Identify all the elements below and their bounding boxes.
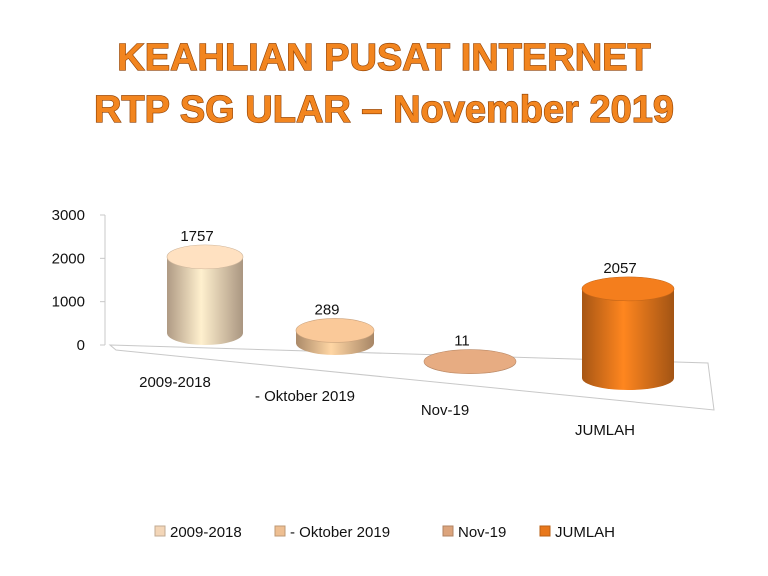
y-tick-label: 0 xyxy=(77,337,85,354)
x-tick-label: JUMLAH xyxy=(574,422,635,439)
cylinder-top xyxy=(581,276,675,302)
data-label: 11 xyxy=(454,333,470,350)
y-tick-label: 2000 xyxy=(52,250,85,267)
chart-title: RTP SG ULAR – November 2019 xyxy=(94,89,674,131)
x-tick-label-box: JUMLAH xyxy=(574,422,635,439)
legend-label: - Oktober 2019 xyxy=(290,524,390,541)
cylinder xyxy=(295,318,375,355)
data-label: 289 xyxy=(314,301,339,318)
legend-label: 2009-2018 xyxy=(170,524,242,541)
legend-swatch xyxy=(274,525,286,537)
cylinder-body xyxy=(582,288,674,390)
legend-label: Nov-19 xyxy=(458,524,506,541)
data-label: 1757 xyxy=(180,228,213,245)
cylinder-top xyxy=(166,244,244,270)
cylinder xyxy=(581,276,675,390)
x-tick-label-box: - Oktober 2019 xyxy=(254,388,356,405)
x-tick-label-box: Nov-19 xyxy=(420,402,470,419)
y-tick-label: 1000 xyxy=(52,294,85,311)
cylinder-body xyxy=(167,256,243,345)
legend-swatch xyxy=(442,525,454,537)
legend-label: JUMLAH xyxy=(555,524,615,541)
x-tick-label-box: 2009-2018 xyxy=(139,374,211,391)
x-tick-label: - Oktober 2019 xyxy=(254,388,356,405)
cylinder xyxy=(423,349,517,374)
cylinder-top xyxy=(295,318,375,343)
legend-swatch xyxy=(539,525,551,537)
x-tick-label: Nov-19 xyxy=(420,402,470,419)
data-label: 2057 xyxy=(603,260,636,277)
y-tick-label: 3000 xyxy=(52,207,85,224)
cylinder xyxy=(166,244,244,345)
legend-swatch xyxy=(154,525,166,537)
cylinder-top xyxy=(423,349,517,374)
x-tick-label: 2009-2018 xyxy=(139,374,211,391)
chart-title: KEAHLIAN PUSAT INTERNET xyxy=(117,37,650,79)
